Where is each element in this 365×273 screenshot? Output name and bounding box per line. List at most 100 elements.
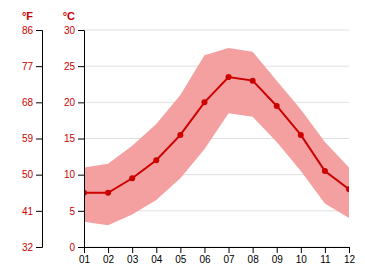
tick-label: 59 bbox=[22, 133, 34, 144]
tick-label: 32 bbox=[22, 242, 34, 253]
x-axis: 01 02 03 04 05 06 07 08 09 10 11 12 bbox=[79, 247, 356, 265]
tick: 59 bbox=[22, 133, 42, 144]
plot-area: 0102030405060708091011120510152025303241… bbox=[22, 10, 356, 265]
tick: 0 bbox=[69, 242, 84, 253]
point bbox=[201, 99, 207, 105]
tick-label: 86 bbox=[22, 25, 34, 36]
y2-axis: 32 41 50 59 68 77 86 bbox=[22, 25, 43, 253]
point bbox=[274, 103, 280, 109]
line bbox=[84, 77, 349, 193]
point bbox=[177, 132, 183, 138]
tick: 09 bbox=[272, 247, 284, 265]
tick: 50 bbox=[22, 169, 42, 180]
point bbox=[250, 78, 256, 84]
point bbox=[298, 132, 304, 138]
tick: 25 bbox=[64, 61, 84, 72]
tick-mark bbox=[78, 247, 84, 248]
tick-label: 03 bbox=[127, 254, 139, 265]
tick: 06 bbox=[199, 247, 211, 265]
tick-mark bbox=[132, 247, 133, 253]
tick-mark bbox=[36, 30, 42, 31]
axis-line bbox=[36, 31, 43, 248]
tick: 04 bbox=[151, 247, 163, 265]
tick: 05 bbox=[175, 247, 187, 265]
tick-label: 11 bbox=[320, 254, 331, 265]
tick-mark bbox=[253, 247, 254, 253]
tick-label: 68 bbox=[22, 97, 34, 108]
tick-mark bbox=[36, 247, 42, 248]
grid-line bbox=[84, 30, 349, 31]
tick: 77 bbox=[22, 61, 42, 72]
tick-label: 25 bbox=[64, 61, 76, 72]
band bbox=[84, 48, 349, 225]
tick: 10 bbox=[296, 247, 308, 265]
tick-label: 06 bbox=[199, 254, 211, 265]
tick: 32 bbox=[22, 242, 42, 253]
tick-mark bbox=[301, 247, 302, 253]
tick-mark bbox=[204, 247, 205, 253]
tick-mark bbox=[78, 102, 84, 103]
tick-label: 08 bbox=[248, 254, 260, 265]
tick: 30 bbox=[64, 25, 84, 36]
tick-mark bbox=[36, 175, 42, 176]
tick: 02 bbox=[103, 247, 115, 265]
tick-label: 10 bbox=[296, 254, 308, 265]
tick: 07 bbox=[223, 247, 235, 265]
axis-title: °F bbox=[22, 10, 33, 22]
tick-label: 12 bbox=[344, 254, 356, 265]
tick-mark bbox=[78, 66, 84, 67]
tick-label: 09 bbox=[272, 254, 284, 265]
chart: 0102030405060708091011120510152025303241… bbox=[0, 0, 365, 273]
tick-mark bbox=[78, 139, 84, 140]
tick-mark bbox=[277, 247, 278, 253]
tick-mark bbox=[36, 66, 42, 67]
point bbox=[322, 168, 328, 174]
axis-line bbox=[78, 31, 85, 248]
tick: 03 bbox=[127, 247, 139, 265]
tick-label: 41 bbox=[22, 206, 34, 217]
tick: 01 bbox=[79, 247, 91, 265]
tick: 68 bbox=[22, 97, 42, 108]
tick: 15 bbox=[64, 133, 84, 144]
tick-label: 15 bbox=[64, 133, 76, 144]
marks bbox=[84, 48, 349, 225]
y-axis: 0 5 10 15 20 25 30 bbox=[64, 25, 85, 253]
tick-label: 05 bbox=[175, 254, 187, 265]
point bbox=[105, 190, 111, 196]
tick: 11 bbox=[320, 247, 331, 265]
tick-mark bbox=[108, 247, 109, 253]
tick: 12 bbox=[344, 247, 356, 265]
tick-label: 30 bbox=[64, 25, 76, 36]
tick: 10 bbox=[64, 169, 84, 180]
tick-label: 02 bbox=[103, 254, 115, 265]
tick-label: 50 bbox=[22, 169, 34, 180]
tick-label: 77 bbox=[22, 61, 34, 72]
tick-label: 0 bbox=[69, 242, 75, 253]
tick-mark bbox=[156, 247, 157, 253]
point bbox=[153, 157, 159, 163]
tick: 86 bbox=[22, 25, 42, 36]
tick-label: 07 bbox=[223, 254, 235, 265]
tick-label: 20 bbox=[64, 97, 76, 108]
grid bbox=[84, 30, 349, 247]
tick-mark bbox=[78, 175, 84, 176]
point bbox=[346, 186, 349, 192]
tick-mark bbox=[36, 102, 42, 103]
tick-mark bbox=[325, 247, 326, 253]
tick: 41 bbox=[22, 206, 42, 217]
tick: 5 bbox=[69, 206, 84, 217]
tick-mark bbox=[349, 247, 350, 253]
tick-label: 01 bbox=[79, 254, 91, 265]
tick: 20 bbox=[64, 97, 84, 108]
tick-mark bbox=[78, 30, 84, 31]
axis-title: °C bbox=[63, 10, 75, 22]
tick-label: 04 bbox=[151, 254, 163, 265]
tick-mark bbox=[36, 139, 42, 140]
tick-mark bbox=[36, 211, 42, 212]
tick-label: 5 bbox=[69, 206, 75, 217]
tick-mark bbox=[229, 247, 230, 253]
tick-mark bbox=[78, 211, 84, 212]
tick-label: 10 bbox=[64, 169, 76, 180]
tick: 08 bbox=[248, 247, 260, 265]
axis-line bbox=[85, 248, 350, 254]
